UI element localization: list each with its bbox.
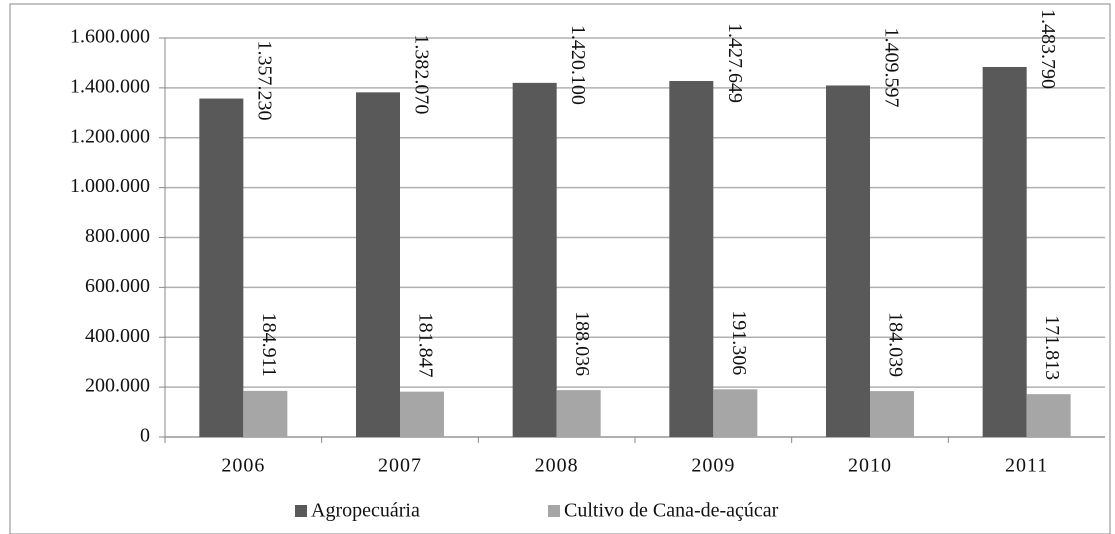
x-tick-label: 2008 bbox=[535, 455, 579, 477]
chart-frame bbox=[9, 3, 1111, 534]
value-label: 1.420.100 bbox=[567, 25, 589, 105]
y-tick-label: 1.000.000 bbox=[70, 175, 150, 197]
value-label: 1.427.649 bbox=[724, 23, 746, 103]
value-label: 184.911 bbox=[258, 313, 280, 377]
bar bbox=[870, 391, 914, 437]
legend-swatch bbox=[295, 505, 307, 517]
value-label: 1.382.070 bbox=[410, 34, 432, 114]
x-tick-label: 2011 bbox=[1005, 455, 1048, 477]
y-tick-label: 1.200.000 bbox=[70, 125, 150, 147]
bar bbox=[243, 390, 288, 437]
legend-swatch bbox=[548, 505, 560, 517]
legend-label: Cultivo de Cana-de-açúcar bbox=[564, 500, 779, 522]
bar bbox=[713, 389, 758, 437]
value-label: 1.357.230 bbox=[254, 41, 276, 121]
value-label: 171.813 bbox=[1041, 315, 1063, 380]
value-label: 1.483.790 bbox=[1037, 9, 1059, 89]
bar bbox=[356, 92, 400, 438]
y-tick-label: 1.400.000 bbox=[70, 75, 150, 97]
value-label: 188.036 bbox=[571, 311, 593, 376]
value-label: 181.847 bbox=[414, 313, 436, 378]
value-label: 184.039 bbox=[884, 312, 906, 377]
y-tick-label: 600.000 bbox=[85, 275, 150, 297]
y-tick-label: 1.600.000 bbox=[70, 26, 150, 48]
bar bbox=[400, 391, 444, 437]
value-label: 191.306 bbox=[728, 310, 750, 375]
bar bbox=[199, 98, 244, 437]
legend-label: Agropecuária bbox=[311, 500, 420, 522]
bar bbox=[982, 66, 1027, 438]
y-tick-label: 400.000 bbox=[85, 325, 150, 347]
x-tick-label: 2007 bbox=[378, 455, 422, 477]
y-tick-label: 200.000 bbox=[85, 375, 150, 397]
x-tick-label: 2010 bbox=[848, 455, 892, 477]
bar bbox=[1026, 394, 1071, 437]
x-tick-label: 2006 bbox=[221, 455, 265, 477]
y-tick-label: 0 bbox=[140, 425, 150, 447]
x-tick-label: 2009 bbox=[691, 455, 735, 477]
bar bbox=[512, 82, 557, 438]
bar bbox=[669, 80, 714, 437]
bar bbox=[826, 85, 870, 437]
bar bbox=[556, 390, 601, 437]
y-tick-label: 800.000 bbox=[85, 225, 150, 247]
value-label: 1.409.597 bbox=[880, 27, 902, 107]
